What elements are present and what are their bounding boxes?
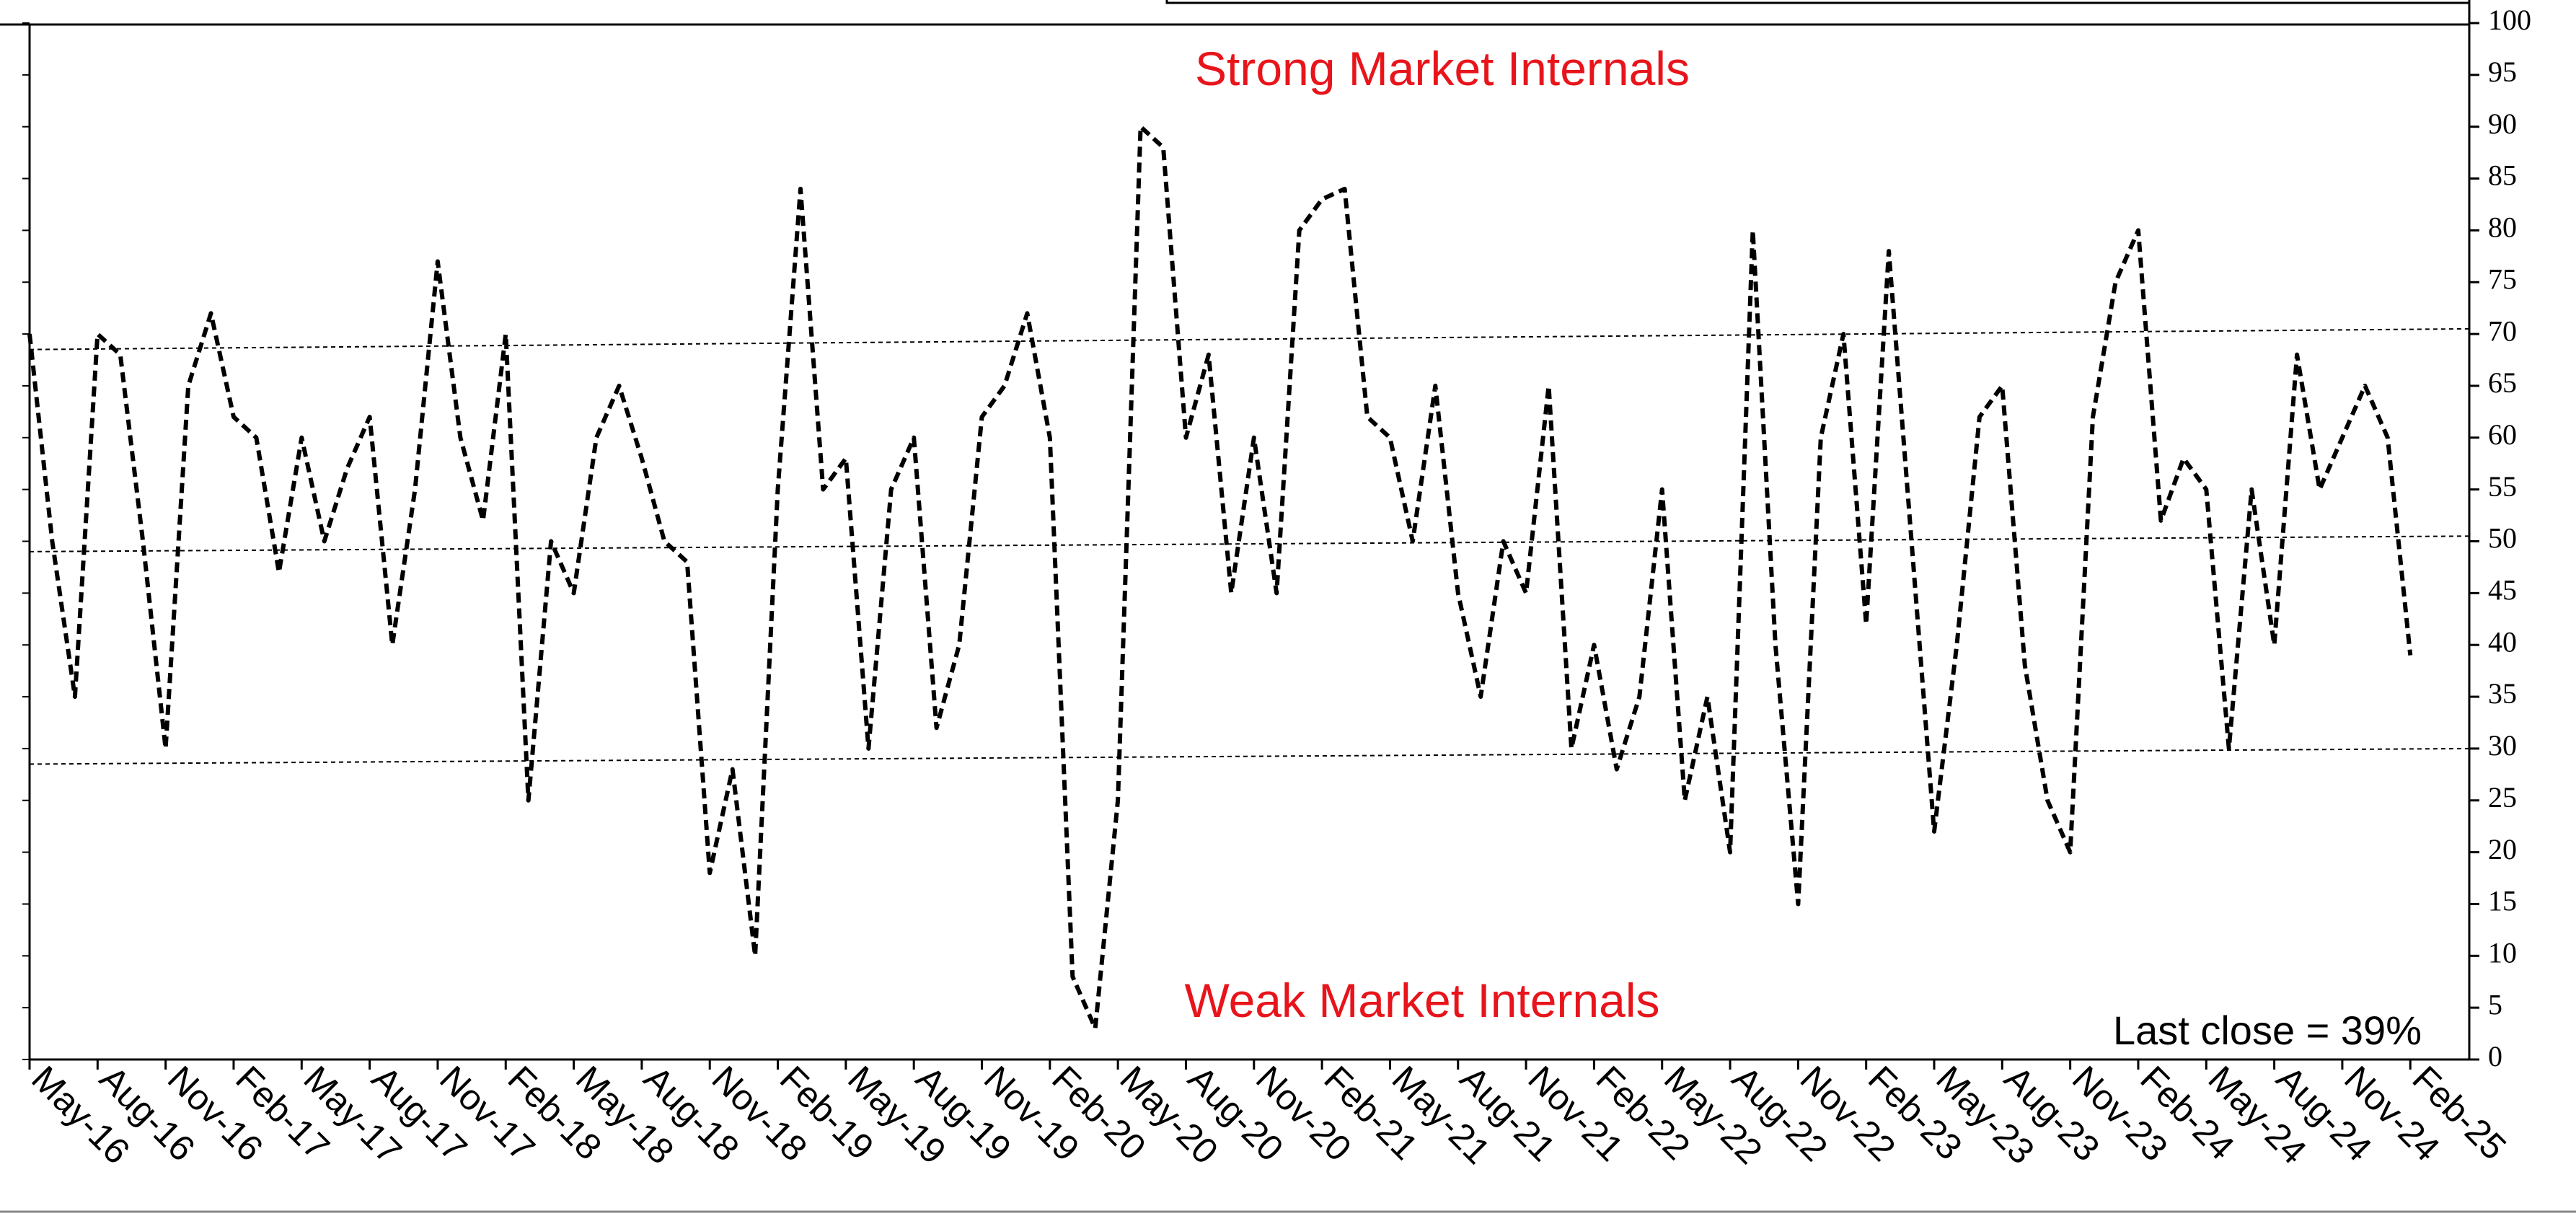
y-tick-label: 75: [2488, 263, 2517, 295]
y-tick-label: 95: [2488, 56, 2517, 88]
y-tick-label: 80: [2488, 211, 2517, 244]
legend-box: [1165, 0, 2469, 4]
y-tick-label: 100: [2488, 4, 2531, 36]
y-tick-label: 30: [2488, 729, 2517, 762]
y-tick-label: 60: [2488, 418, 2517, 451]
y-tick-label: 20: [2488, 833, 2517, 865]
y-tick-label: 65: [2488, 366, 2517, 399]
last-close: Last close = 39%: [2113, 1008, 2422, 1053]
y-tick-label: 25: [2488, 781, 2517, 814]
y-tick-label: 90: [2488, 107, 2517, 140]
y-tick-label: 55: [2488, 470, 2517, 503]
reference-line: [29, 535, 2470, 552]
reference-line: [29, 747, 2470, 765]
y-tick-label: 70: [2488, 314, 2517, 347]
annotation-strong: Strong Market Internals: [1195, 42, 1690, 95]
y-tick-label: 45: [2488, 574, 2517, 607]
y-tick-label: 40: [2488, 625, 2517, 658]
y-tick-label: 50: [2488, 522, 2517, 555]
y-tick-label: 10: [2488, 936, 2517, 969]
y-tick-label: 15: [2488, 885, 2517, 917]
y-tick-label: 0: [2488, 1040, 2502, 1072]
series-line: [27, 124, 2413, 1031]
y-tick-label: 85: [2488, 159, 2517, 192]
y-tick-label: 35: [2488, 677, 2517, 710]
reference-line: [29, 327, 2470, 351]
annotation-weak: Weak Market Internals: [1184, 974, 1659, 1027]
y-tick-label: 5: [2488, 988, 2502, 1021]
